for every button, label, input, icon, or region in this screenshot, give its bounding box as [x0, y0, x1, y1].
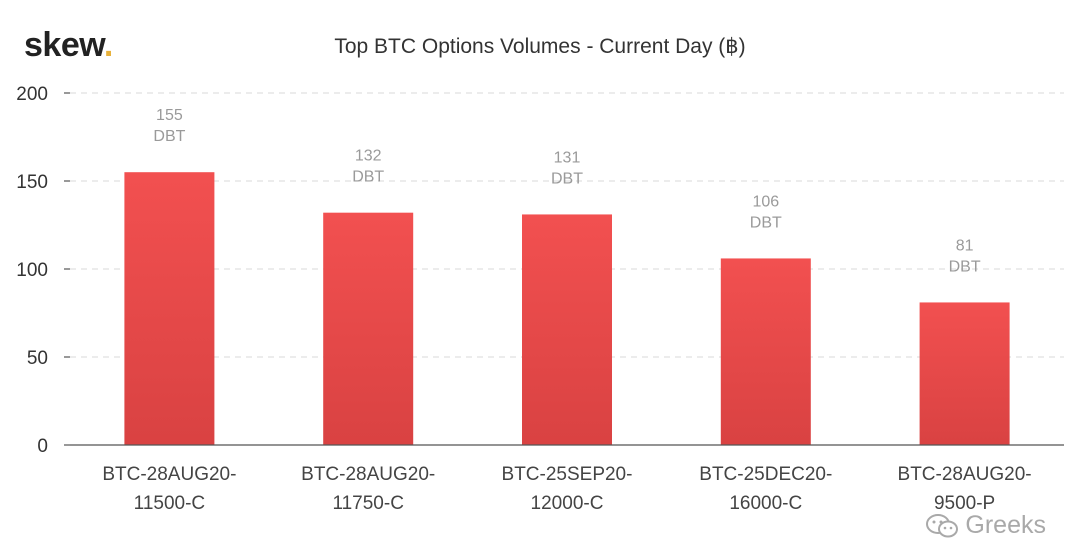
x-tick-label: BTC-25SEP20- 12000-C [502, 464, 633, 514]
data-label-line: 131 [554, 149, 581, 166]
x-tick-label: BTC-28AUG20- 11750-C [301, 464, 435, 514]
x-tick-label: BTC-28AUG20- 9500-P [898, 464, 1032, 514]
watermark-text: Greeks [965, 511, 1046, 539]
data-label-line: DBT [750, 214, 782, 231]
y-tick-label: 50 [27, 348, 48, 369]
data-label-line: DBT [949, 258, 981, 275]
x-tick-label-line: BTC-28AUG20- [102, 464, 236, 485]
x-tick-label-line: BTC-28AUG20- [301, 464, 435, 485]
bars [124, 172, 1010, 445]
data-label: 155 DBT [153, 107, 185, 145]
bar [522, 214, 612, 445]
x-tick-label-line: 11500-C [134, 493, 205, 514]
x-tick-label-line: 16000-C [729, 493, 802, 514]
data-label-line: 155 [156, 107, 183, 124]
y-tick-label: 100 [16, 260, 48, 281]
skew-logo: skew. [24, 26, 113, 64]
data-label-line: DBT [153, 128, 185, 145]
watermark: Greeks [925, 511, 1046, 540]
data-labels: 155 DBT 132 DBT 131 DBT 106 DBT 81 DBT [153, 107, 980, 275]
x-tick-label: BTC-25DEC20- 16000-C [699, 464, 832, 514]
data-label-line: DBT [551, 170, 583, 187]
data-label-line: 106 [752, 193, 779, 210]
data-label-line: 132 [355, 148, 382, 165]
bar [919, 302, 1010, 445]
x-tick-label-line: BTC-28AUG20- [898, 464, 1032, 485]
y-tick-label: 0 [37, 436, 48, 457]
y-tick-label: 200 [16, 84, 48, 105]
bar [323, 212, 414, 445]
chart-title: Top BTC Options Volumes - Current Day (฿… [334, 35, 746, 58]
x-tick-label: BTC-28AUG20- 11500-C [102, 464, 236, 514]
data-label: 131 DBT [551, 149, 583, 187]
x-tick-label-line: BTC-25DEC20- [699, 464, 832, 485]
bar [720, 258, 811, 445]
data-label: 132 DBT [352, 148, 384, 186]
y-tick-label: 150 [16, 172, 48, 193]
x-axis: BTC-28AUG20-11500-CBTC-28AUG20-11750-CBT… [102, 464, 1031, 514]
x-tick-label-line: 9500-P [934, 493, 995, 514]
x-tick-label-line: BTC-25SEP20- [502, 464, 633, 485]
bar [124, 172, 215, 445]
x-tick-label-line: 11750-C [332, 493, 403, 514]
y-axis: 0 50 100 150 200 [16, 84, 70, 457]
wechat-icon [926, 513, 959, 537]
data-label: 106 DBT [750, 193, 782, 231]
data-label-line: DBT [352, 169, 384, 186]
data-label: 81 DBT [949, 237, 981, 275]
data-label-line: 81 [956, 237, 974, 254]
x-tick-label-line: 12000-C [531, 493, 604, 514]
